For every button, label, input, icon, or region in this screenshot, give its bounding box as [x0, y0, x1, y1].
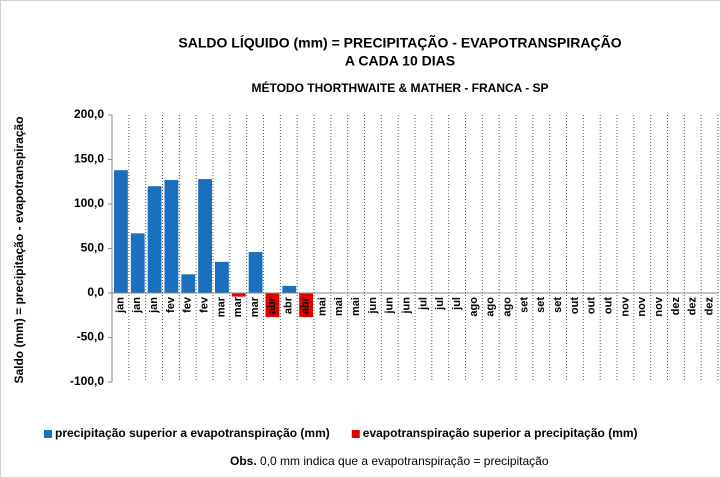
- x-tick-label: set: [535, 297, 547, 313]
- x-tick-label: dez: [703, 297, 715, 316]
- bar: [248, 252, 263, 293]
- x-tick-label: nov: [619, 296, 631, 316]
- x-tick-label: abr: [283, 296, 295, 314]
- y-tick-label: -50,0: [77, 330, 105, 344]
- bar: [114, 170, 128, 293]
- chart-title: SALDO LÍQUIDO (mm) = PRECIPITAÇÃO - EVAP…: [178, 34, 621, 51]
- y-tick-label: -100,0: [70, 374, 104, 388]
- x-tick-label: nov: [636, 296, 648, 316]
- x-tick-label: jul: [451, 297, 463, 311]
- x-tick-label: jun: [367, 297, 379, 315]
- bar: [282, 285, 297, 293]
- x-tick-label: fev: [182, 296, 194, 313]
- y-tick-label: 200,0: [74, 107, 104, 121]
- x-tick-label: mar: [249, 296, 261, 317]
- x-tick-label: fev: [165, 296, 177, 313]
- chart-subtitle: MÉTODO THORTHWAITE & MATHER - FRANCA - S…: [251, 80, 548, 95]
- y-tick-label: 50,0: [81, 241, 105, 255]
- legend-swatch: [351, 430, 360, 438]
- x-tick-label: fev: [198, 296, 210, 313]
- x-tick-label: set: [552, 297, 564, 313]
- x-tick-label: dez: [670, 297, 682, 316]
- bar: [130, 233, 145, 293]
- bar: [164, 179, 179, 293]
- x-tick-label: mai: [316, 297, 328, 316]
- x-tick-label: set: [518, 297, 530, 313]
- x-tick-label: jan: [131, 297, 143, 314]
- note: Obs. 0,0 mm indica que a evapotranspiraç…: [230, 454, 549, 468]
- chart-title: A CADA 10 DIAS: [345, 53, 455, 69]
- x-tick-label: jan: [114, 297, 126, 314]
- bar: [299, 293, 313, 318]
- bar: [265, 293, 280, 318]
- bar: [181, 274, 196, 293]
- x-tick-label: out: [602, 297, 614, 314]
- x-tick-label: ago: [485, 297, 497, 317]
- y-tick-label: 150,0: [74, 152, 104, 166]
- x-tick-label: jul: [417, 297, 429, 311]
- y-tick-label: 0,0: [87, 285, 104, 299]
- x-tick-label: mai: [350, 297, 362, 316]
- x-tick-label: mar: [232, 296, 244, 317]
- x-tick-label: mai: [333, 297, 345, 316]
- note-text: 0,0 mm indica que a evapotranspiração = …: [257, 454, 549, 468]
- legend-label: evapotranspiração superior a precipitaçã…: [363, 426, 638, 440]
- bar: [215, 261, 229, 293]
- x-tick-label: ago: [501, 297, 513, 317]
- x-tick-label: abr: [299, 296, 311, 314]
- legend-label: precipitação superior a evapotranspiraçã…: [55, 426, 330, 440]
- x-tick-label: jun: [400, 297, 412, 315]
- x-tick-label: dez: [687, 297, 699, 316]
- x-tick-label: mar: [215, 296, 227, 317]
- x-tick-label: jun: [384, 297, 396, 315]
- x-tick-label: nov: [653, 296, 665, 316]
- legend-swatch: [44, 430, 52, 438]
- bar: [198, 179, 212, 293]
- y-axis-label: Saldo (mm) = precipitação - evapotranspi…: [12, 116, 26, 383]
- x-tick-label: abr: [266, 296, 278, 314]
- y-tick-label: 100,0: [74, 196, 104, 210]
- bar: [147, 186, 162, 293]
- bar: [231, 293, 246, 297]
- x-tick-label: out: [586, 297, 598, 314]
- x-tick-label: out: [569, 297, 581, 314]
- x-tick-label: jul: [434, 297, 446, 311]
- x-tick-label: jan: [148, 297, 160, 314]
- x-tick-label: ago: [468, 297, 480, 317]
- note-label: Obs.: [230, 454, 257, 468]
